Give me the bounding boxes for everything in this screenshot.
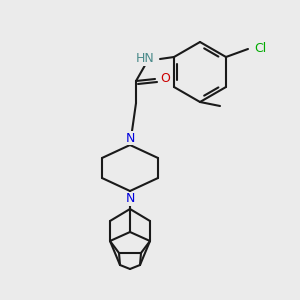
Text: N: N	[125, 193, 135, 206]
Text: HN: HN	[135, 52, 154, 65]
Text: Cl: Cl	[254, 43, 266, 56]
Text: O: O	[160, 73, 170, 85]
Text: N: N	[125, 131, 135, 145]
